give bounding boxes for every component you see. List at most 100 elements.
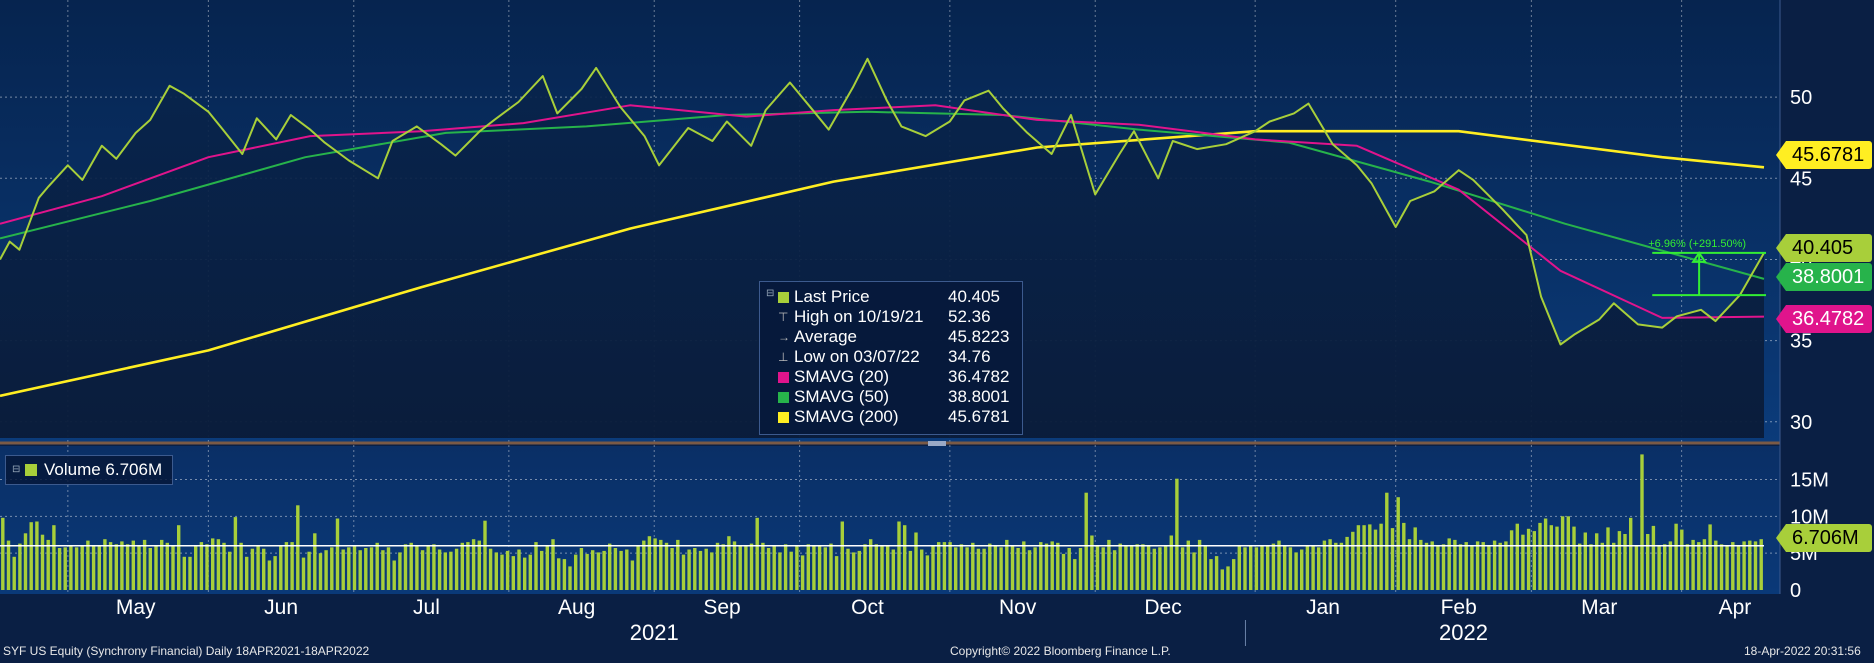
volume-bar [222, 542, 226, 590]
legend-label: High on 10/19/21 [794, 307, 924, 326]
legend-row[interactable]: SMAVG (20) 36.4782 [760, 367, 1022, 387]
volume-bar [1163, 545, 1168, 590]
volume-bar [335, 518, 340, 590]
volume-bar [194, 545, 198, 590]
volume-bar [851, 552, 856, 590]
volume-bar [642, 540, 646, 590]
volume-tag: 6.706M [1786, 524, 1872, 552]
volume-bar [670, 548, 674, 590]
volume-bar [1407, 539, 1412, 590]
volume-bar [1317, 547, 1321, 590]
volume-bar [1634, 545, 1639, 590]
volume-bar [869, 539, 873, 590]
volume-bar [1141, 544, 1145, 590]
month-tick-label: Jun [264, 596, 298, 619]
volume-bar [1419, 539, 1423, 590]
volume-bar [591, 550, 595, 590]
collapse-icon[interactable]: ⊟ [766, 288, 775, 299]
legend-row[interactable]: ⊥ Low on 03/07/22 34.76 [760, 347, 1022, 367]
footer-timestamp: 18-Apr-2022 20:31:56 [1744, 644, 1861, 658]
volume-bar [375, 542, 379, 590]
price-tag-pointer [1776, 305, 1786, 333]
volume-bar [188, 556, 192, 590]
volume-tick-label: 0 [1790, 580, 1801, 602]
month-tick-label: Sep [703, 596, 740, 619]
volume-bar [982, 548, 986, 590]
volume-bar [1101, 547, 1105, 590]
volume-bar [1243, 547, 1247, 590]
volume-bar [505, 550, 510, 590]
volume-bar [1118, 543, 1122, 590]
volume-legend[interactable]: ⊟ Volume 6.706M [5, 455, 173, 485]
volume-bar [681, 554, 686, 590]
legend-row[interactable]: → Average 45.8223 [760, 327, 1022, 347]
time-x-axis: May Jun Jul Aug Sep Oct Nov Dec Jan Feb Mar Apr 2021… [116, 596, 1751, 646]
volume-bar [1714, 540, 1718, 590]
volume-bar [880, 546, 884, 590]
legend-row[interactable]: Last Price 40.405 [760, 287, 1022, 307]
volume-bar [1504, 541, 1508, 590]
volume-bar [1016, 548, 1020, 590]
volume-tick-label: 10M [1790, 506, 1829, 528]
footer-ticker: SYF US Equity (Synchrony Financial) Dail… [3, 644, 370, 658]
volume-bar [91, 545, 96, 590]
volume-bar [454, 548, 459, 590]
volume-bar [477, 540, 481, 590]
collapse-icon[interactable]: ⊟ [12, 464, 21, 475]
volume-bar [1271, 543, 1276, 590]
series-line-smavg-200 [0, 129, 1765, 398]
volume-bar [256, 545, 260, 590]
volume-bar [664, 542, 669, 590]
volume-bar [341, 549, 345, 590]
volume-bar [29, 522, 33, 590]
legend-value: 34.76 [948, 347, 991, 366]
volume-bar [1498, 542, 1502, 590]
volume-bar [1492, 540, 1497, 590]
volume-bar [171, 545, 175, 590]
volume-bar [971, 542, 975, 590]
volume-bar [1521, 534, 1525, 590]
legend-swatch [778, 412, 789, 423]
volume-bar [1044, 543, 1049, 590]
volume-bar [313, 533, 317, 590]
price-tag-pointer [1776, 263, 1786, 291]
legend-row[interactable]: SMAVG (50) 38.8001 [760, 387, 1022, 407]
footer-copyright: Copyright© 2022 Bloomberg Finance L.P. [950, 644, 1171, 658]
volume-bar [908, 550, 913, 590]
price-tag: 38.8001 [1786, 263, 1872, 291]
volume-bar [1697, 542, 1701, 590]
volume-bar [931, 545, 935, 590]
volume-bar [806, 544, 810, 590]
legend-value: 45.6781 [948, 407, 1010, 426]
price-tag-pointer [1776, 234, 1786, 262]
price-legend[interactable]: Last Price 40.405 ⊤ High on 10/19/21 52.36 → A… [759, 281, 1023, 435]
volume-bar [358, 550, 362, 590]
volume-bar [568, 566, 572, 590]
volume-bar [523, 557, 527, 590]
volume-bar [1578, 543, 1582, 590]
volume-bar [693, 548, 697, 590]
volume-bar [1129, 545, 1134, 590]
volume-bar [1464, 542, 1468, 590]
volume-bar [199, 542, 204, 590]
panel-resize-handle[interactable] [928, 441, 946, 446]
volume-bar [23, 533, 28, 590]
volume-bar [273, 556, 277, 590]
volume-bar [789, 551, 793, 590]
volume-bar [1526, 528, 1531, 590]
volume-bar [585, 553, 589, 590]
volume-bar [988, 543, 992, 590]
month-tick-label: Apr [1719, 596, 1752, 619]
volume-bar [783, 544, 788, 590]
volume-bar [211, 538, 215, 590]
legend-row[interactable]: SMAVG (200) 45.6781 [760, 407, 1022, 427]
legend-row[interactable]: ⊤ High on 10/19/21 52.36 [760, 307, 1022, 327]
volume-bar [1680, 529, 1684, 590]
year-tick-label: 2021 [630, 620, 679, 645]
volume-bar [398, 552, 402, 590]
volume-bar [1169, 535, 1173, 590]
volume-bar [1368, 524, 1372, 590]
volume-bar [1339, 542, 1344, 590]
volume-bar [1186, 540, 1190, 590]
volume-bar [1283, 545, 1287, 590]
